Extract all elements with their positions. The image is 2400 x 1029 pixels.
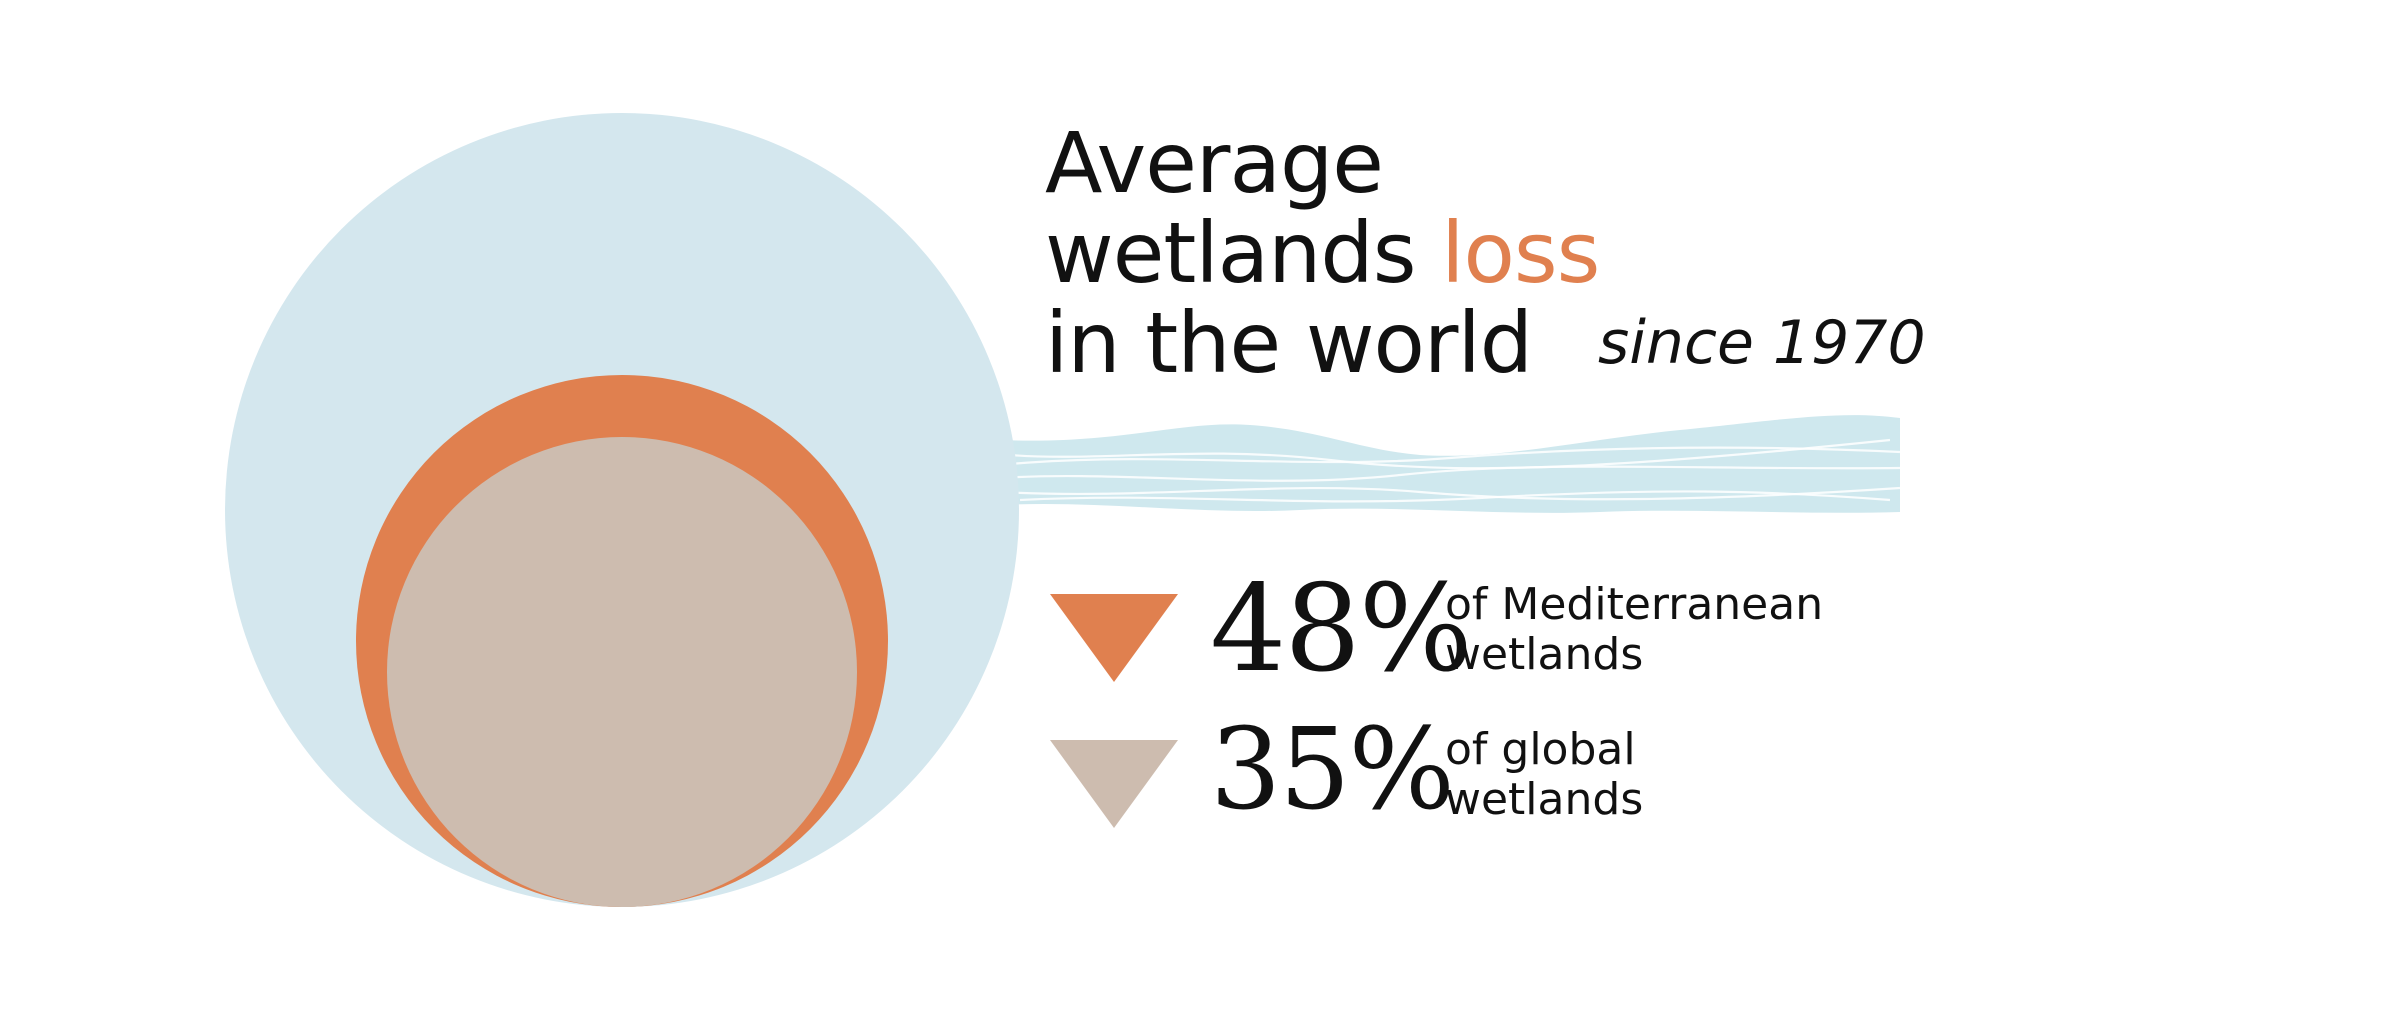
stat-value-global: 35% (1210, 705, 1455, 835)
title-line-2-text: wetlands (1045, 204, 1442, 302)
water-waves-decoration (999, 415, 1901, 513)
title-line-2: wetlands loss (1045, 208, 1600, 298)
global-loss-circle (387, 437, 857, 907)
stat-desc-mediterranean: of Mediterranean wetlands (1445, 580, 1925, 680)
stat-desc-line: of global (1445, 724, 1636, 775)
water-band-shape (1000, 415, 1900, 513)
down-triangle-icon (1050, 740, 1178, 828)
wave-line (999, 446, 1901, 467)
stat-desc-line: wetlands (1445, 774, 1644, 825)
stat-desc-line: wetlands (1445, 629, 1644, 680)
chart-title: Average wetlands loss in the world (1045, 114, 1600, 392)
wave-line (1009, 438, 1891, 470)
down-triangle-icon (1050, 594, 1178, 682)
stat-desc-line: of Mediterranean (1445, 579, 1824, 630)
stat-desc-global: of global wetlands (1445, 725, 1925, 825)
chart-subtitle: since 1970 (1598, 308, 1926, 378)
title-accent-loss: loss (1441, 204, 1600, 302)
title-line-3: in the world (1045, 294, 1533, 392)
wave-line (1019, 490, 1891, 503)
wave-line (999, 486, 1901, 501)
title-line-1: Average (1045, 114, 1384, 212)
wave-line (999, 465, 1901, 482)
stat-value-mediterranean: 48% (1210, 560, 1473, 699)
